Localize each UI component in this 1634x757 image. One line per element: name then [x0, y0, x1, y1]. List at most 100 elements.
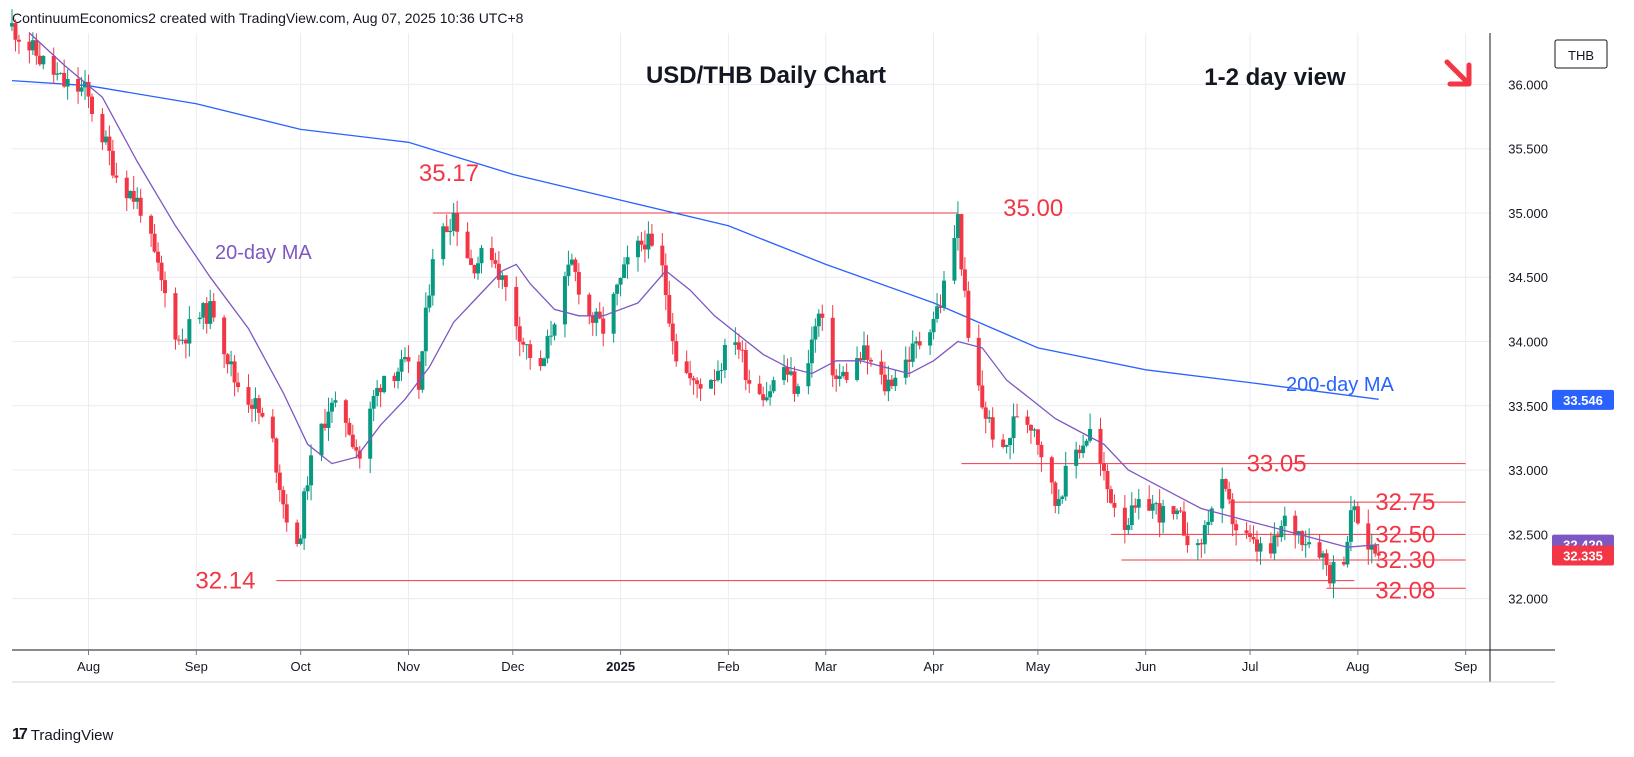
time-axis[interactable]: Aug Sep Oct Nov Dec 2025 Feb Mar Apr May Jun Jul Aug… — [77, 650, 1477, 674]
candle-body — [472, 264, 477, 274]
candle-body — [455, 212, 460, 232]
tradingview-logo[interactable]: 17 TradingView — [12, 726, 113, 744]
candle-body — [1244, 530, 1249, 534]
price-tag-ma200_value: 33.546 — [1552, 389, 1614, 410]
candle-body — [1369, 544, 1374, 550]
level-label: 32.14 — [195, 568, 255, 595]
candle-body — [1175, 510, 1180, 515]
candle-body — [562, 276, 567, 325]
x-tick-label: Nov — [397, 659, 421, 674]
candle-body — [1035, 429, 1040, 445]
candle-body — [1063, 465, 1068, 497]
candle-body — [27, 41, 32, 51]
candle-body — [489, 248, 494, 261]
y-tick-label: 32.500 — [1508, 527, 1548, 542]
candle-body — [253, 398, 258, 409]
candle-body — [396, 371, 401, 382]
down-right-arrow-icon — [1444, 59, 1472, 87]
candle-body — [1147, 499, 1152, 511]
candle-body — [34, 40, 39, 56]
candle-body — [1108, 489, 1113, 503]
y-tick-label: 35.500 — [1508, 142, 1548, 157]
price-axis[interactable]: 36.000 35.500 35.000 34.500 34.000 33.500 33.0… — [1508, 39, 1614, 607]
candle-body — [691, 378, 696, 381]
candle-body — [768, 391, 773, 398]
candle-body — [479, 248, 484, 264]
candle-body — [1307, 542, 1312, 545]
candle-body — [107, 136, 112, 151]
candle-body — [180, 339, 185, 341]
candle-body — [712, 380, 717, 382]
candle-body — [201, 303, 206, 318]
candle-body — [249, 404, 254, 409]
candle-body — [983, 407, 988, 419]
candle-body — [622, 264, 627, 279]
candle-body — [1331, 562, 1336, 584]
candle-body — [1376, 553, 1381, 556]
candle-body — [354, 447, 359, 451]
candle-body — [587, 294, 592, 316]
candle-body — [204, 303, 209, 324]
level-label: 32.75 — [1375, 489, 1435, 516]
candle-body — [1157, 503, 1162, 523]
candle-body — [1112, 502, 1117, 508]
candle-body — [837, 376, 842, 380]
candle-body — [333, 400, 338, 403]
candle-body — [1355, 506, 1360, 524]
candle-body — [55, 73, 60, 75]
candle-body — [886, 379, 891, 392]
ma200-line — [11, 79, 1379, 400]
candle-body — [451, 212, 456, 231]
grid-lines — [12, 33, 1490, 650]
candle-body — [663, 265, 668, 296]
candle-body — [124, 177, 129, 199]
candle-body — [65, 78, 70, 87]
candle-body — [740, 349, 745, 351]
candle-body — [375, 387, 380, 396]
candle-body — [128, 190, 133, 199]
x-tick-label: Sep — [1454, 659, 1477, 674]
candle-body — [688, 372, 693, 379]
candle-body — [465, 231, 470, 259]
candle-body — [159, 262, 164, 281]
candle-body — [1272, 535, 1277, 554]
candle-body — [222, 317, 227, 355]
candle-body — [938, 306, 943, 308]
arrow-shaft — [1444, 59, 1469, 84]
candle-body — [420, 351, 425, 390]
candle-body — [1126, 525, 1131, 530]
candle-body — [542, 358, 547, 367]
candle-body — [382, 375, 387, 393]
candle-body — [855, 358, 860, 380]
candle-body — [149, 215, 154, 234]
candle-body — [469, 258, 474, 265]
candle-body — [402, 357, 407, 360]
candle-body — [1223, 479, 1228, 489]
x-tick-label: Jul — [1242, 659, 1259, 674]
candle-body — [444, 226, 449, 233]
currency-label: THB — [1568, 48, 1594, 63]
candle-body — [642, 244, 647, 250]
candle-body — [865, 345, 870, 360]
x-tick-label: Sep — [185, 659, 208, 674]
candle-body — [37, 55, 42, 65]
candle-body — [1015, 416, 1020, 418]
candle-body — [670, 323, 675, 342]
candle-body — [764, 397, 769, 401]
candle-body — [990, 417, 995, 440]
candle-body — [1136, 499, 1141, 508]
candle-body — [295, 522, 300, 544]
candle-body — [1074, 449, 1079, 466]
candle-body — [660, 245, 665, 266]
candle-body — [917, 341, 922, 346]
candle-body — [1028, 424, 1033, 431]
candle-body — [1008, 438, 1013, 446]
candle-body — [928, 332, 933, 346]
candle-body — [1282, 515, 1287, 527]
candle-body — [1227, 488, 1232, 500]
candle-body — [552, 324, 557, 336]
candle-body — [601, 318, 606, 334]
candle-body — [987, 417, 992, 419]
candle-body — [503, 275, 508, 287]
